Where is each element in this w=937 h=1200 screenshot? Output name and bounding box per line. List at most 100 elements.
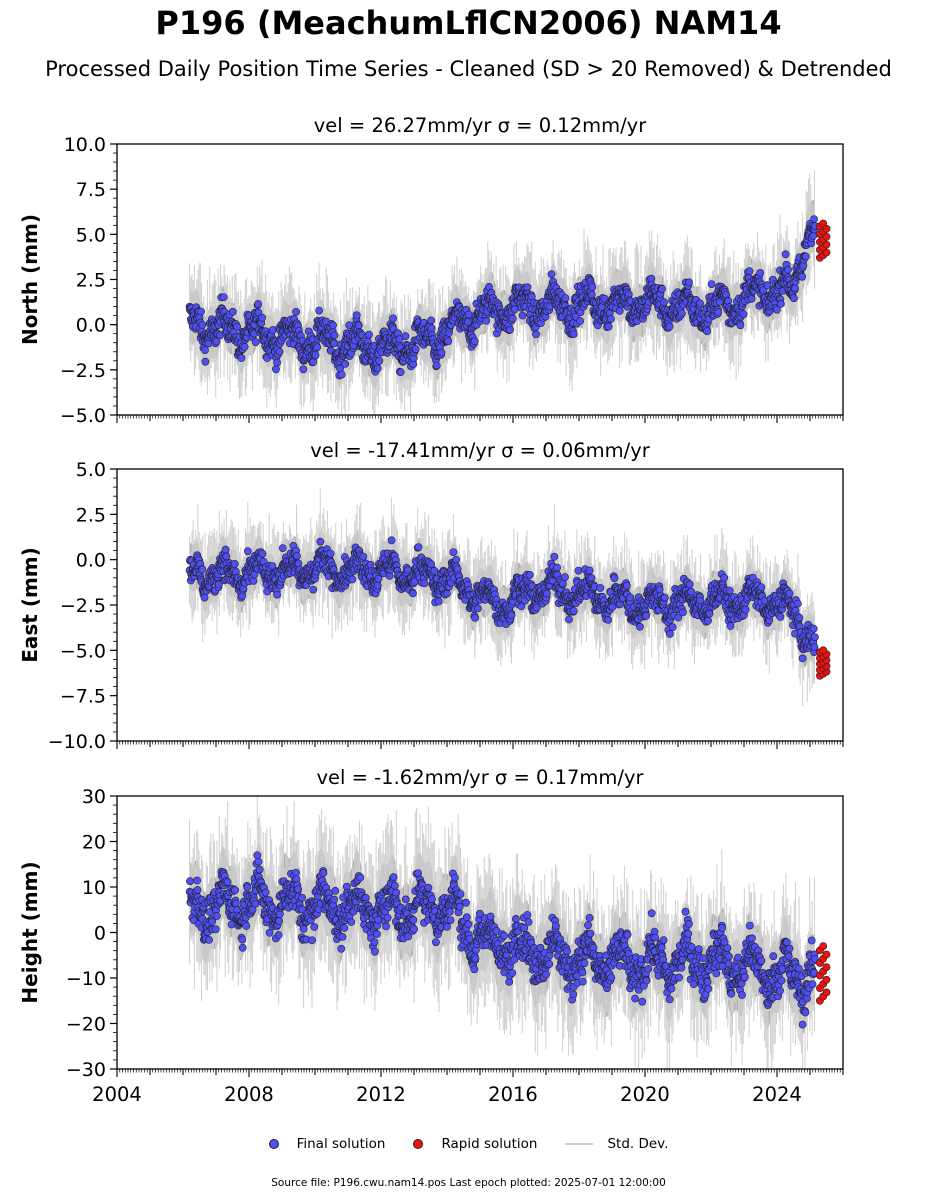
final-point xyxy=(254,300,262,308)
final-point xyxy=(565,615,573,624)
y-axis-label-east: East (mm) xyxy=(18,547,42,663)
final-point xyxy=(784,265,792,274)
final-point xyxy=(615,306,624,315)
y-tick-label: −5.0 xyxy=(60,405,106,427)
final-point xyxy=(316,537,325,546)
final-point xyxy=(685,580,694,589)
final-point xyxy=(576,317,584,325)
final-point xyxy=(201,346,209,354)
final-point xyxy=(198,320,207,329)
final-point xyxy=(696,299,704,308)
final-point xyxy=(747,294,756,303)
final-point xyxy=(585,566,594,575)
y-tick-label: −10.0 xyxy=(48,731,106,753)
y-tick-label: 5.0 xyxy=(76,224,106,246)
final-point xyxy=(273,590,281,599)
final-point xyxy=(642,611,651,620)
final-point xyxy=(532,330,540,339)
final-point xyxy=(387,536,396,545)
final-point xyxy=(794,599,802,608)
final-point xyxy=(354,321,363,330)
final-point xyxy=(604,322,613,331)
y-axis-label-north: North (mm) xyxy=(18,214,42,345)
rapid-point xyxy=(819,646,828,655)
final-point xyxy=(311,351,320,359)
final-point xyxy=(449,548,458,556)
final-point xyxy=(626,593,635,602)
final-point xyxy=(251,338,260,346)
final-point xyxy=(596,584,605,592)
final-point xyxy=(674,613,683,622)
y-tick-label: 0.0 xyxy=(76,550,106,572)
final-point xyxy=(204,339,213,348)
final-point xyxy=(341,359,350,368)
final-point xyxy=(607,315,615,323)
final-point xyxy=(228,307,237,316)
final-point xyxy=(427,316,436,325)
final-point xyxy=(375,356,384,365)
plot-area-height xyxy=(185,796,831,1069)
final-point xyxy=(525,571,534,579)
final-point xyxy=(359,552,368,561)
final-point xyxy=(275,347,284,356)
y-tick-label: −7.5 xyxy=(60,686,106,708)
panel-title-north: vel = 26.27mm/yr σ = 0.12mm/yr xyxy=(314,114,647,137)
final-point xyxy=(547,270,556,279)
final-point xyxy=(587,574,596,582)
final-point xyxy=(444,337,453,346)
final-point xyxy=(725,586,734,595)
y-tick-label: 7.5 xyxy=(76,179,106,201)
final-point xyxy=(665,322,674,331)
final-point xyxy=(798,272,807,281)
final-point xyxy=(785,589,794,598)
final-point xyxy=(523,283,532,292)
final-point xyxy=(703,327,712,336)
final-point xyxy=(278,544,287,552)
final-point xyxy=(411,345,420,353)
final-point xyxy=(542,589,551,598)
final-point xyxy=(219,293,228,301)
final-point xyxy=(736,321,745,330)
final-point xyxy=(249,577,258,585)
final-point xyxy=(330,331,339,340)
y-tick-label: −2.5 xyxy=(60,595,106,617)
final-point xyxy=(668,623,677,632)
final-point xyxy=(222,552,231,561)
final-point xyxy=(704,616,712,625)
final-point xyxy=(561,573,569,581)
final-point xyxy=(561,294,570,302)
final-point xyxy=(452,555,460,564)
final-point xyxy=(365,330,373,339)
final-point xyxy=(337,370,346,379)
final-point xyxy=(430,566,439,575)
final-point xyxy=(781,250,790,259)
final-point xyxy=(201,357,210,366)
final-point xyxy=(373,364,382,373)
final-point xyxy=(776,613,785,621)
panel-title-east: vel = -17.41mm/yr σ = 0.06mm/yr xyxy=(310,439,650,462)
y-tick-label: 5.0 xyxy=(76,459,106,481)
final-point xyxy=(292,552,301,560)
final-point xyxy=(221,545,230,554)
final-point xyxy=(233,322,241,331)
final-point xyxy=(810,643,819,651)
final-point xyxy=(660,298,668,307)
final-point xyxy=(666,630,674,638)
final-point xyxy=(420,579,429,588)
final-point xyxy=(506,325,514,334)
final-point xyxy=(299,365,308,374)
final-point xyxy=(443,589,451,598)
final-point xyxy=(610,574,619,583)
final-point xyxy=(604,616,613,624)
final-point xyxy=(471,614,479,622)
final-point xyxy=(677,309,686,318)
final-point xyxy=(437,348,446,357)
final-point xyxy=(374,574,383,583)
final-point xyxy=(197,307,205,316)
final-point xyxy=(569,330,578,338)
final-point xyxy=(271,365,280,374)
final-point xyxy=(705,609,714,618)
final-point xyxy=(763,281,772,290)
